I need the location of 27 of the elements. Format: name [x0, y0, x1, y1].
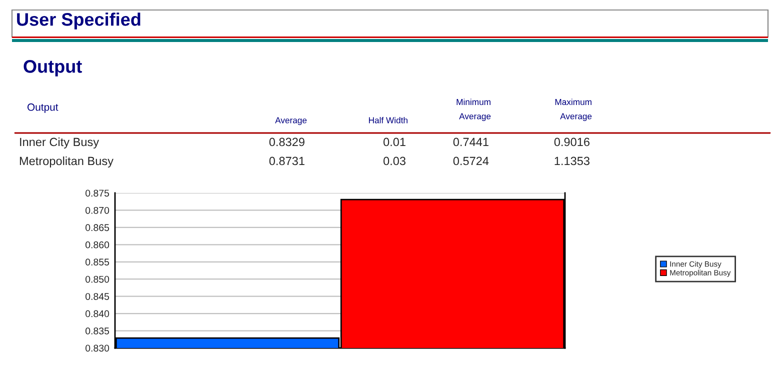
y-tick-label: 0.840: [85, 310, 110, 318]
text: 0.9016: [554, 138, 590, 146]
y-tick-label: 0.870: [85, 206, 110, 214]
text: 0.8731: [269, 156, 304, 166]
chart-title: User Specified: [17, 12, 140, 30]
y-tick-label: 0.875: [85, 190, 110, 197]
y-tick-label: 0.855: [85, 258, 110, 266]
text: 0.8329: [269, 138, 304, 146]
text: Output: [27, 103, 58, 113]
text: 1.1353: [554, 156, 590, 166]
text: Metropolitan Busy: [20, 156, 114, 168]
y-tick-label: 0.850: [85, 276, 110, 283]
text: Half Width: [368, 116, 408, 124]
y-tick-label: 0.845: [85, 293, 110, 300]
y-tick-label: 0.865: [85, 224, 110, 232]
y-tick-label: 0.830: [85, 344, 110, 352]
text: Inner City Busy: [20, 138, 100, 149]
text: Average: [275, 117, 307, 126]
text: 0.03: [383, 156, 406, 166]
text: Minimum Average: [456, 98, 491, 121]
y-tick-label: 0.860: [85, 241, 110, 248]
y-tick-label: 0.835: [85, 328, 110, 334]
text: 0.7441: [453, 138, 488, 146]
text: 0.5724: [453, 156, 489, 166]
text: 0.01: [383, 138, 406, 146]
chart-subtitle: Output: [24, 60, 82, 76]
text: Maximum Average: [555, 98, 592, 121]
